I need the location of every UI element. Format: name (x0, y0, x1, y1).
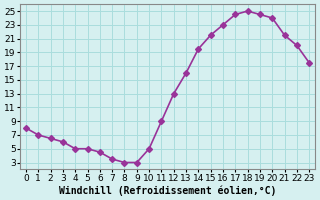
X-axis label: Windchill (Refroidissement éolien,°C): Windchill (Refroidissement éolien,°C) (59, 185, 276, 196)
